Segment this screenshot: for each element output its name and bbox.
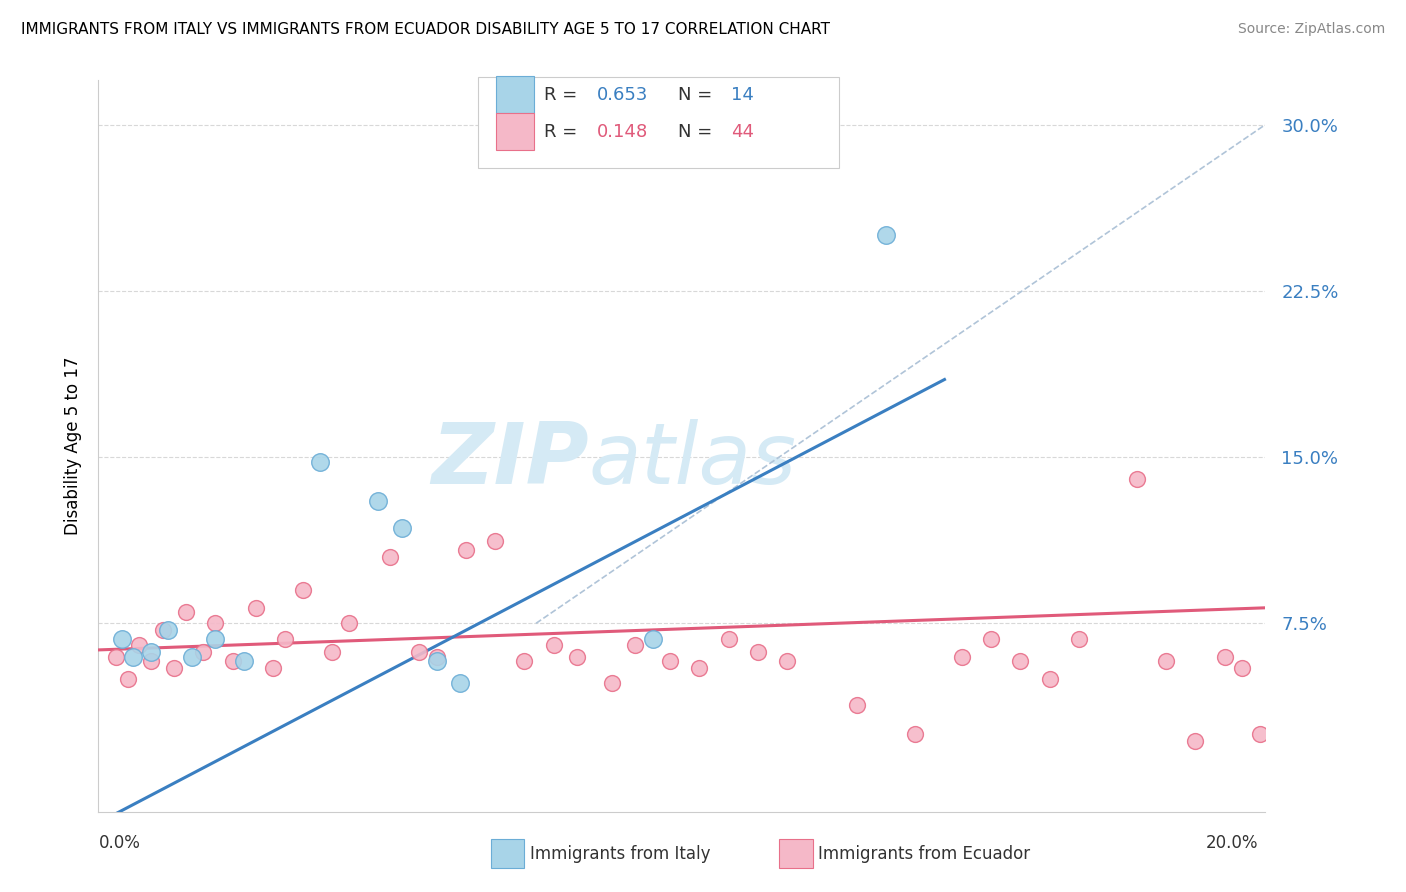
- Text: Immigrants from Italy: Immigrants from Italy: [530, 845, 710, 863]
- Text: ZIP: ZIP: [430, 419, 589, 502]
- Point: [122, 649, 145, 664]
- Point: [1184, 733, 1206, 747]
- Point: [600, 676, 623, 690]
- Point: [337, 616, 360, 631]
- Text: Source: ZipAtlas.com: Source: ZipAtlas.com: [1237, 22, 1385, 37]
- Text: atlas: atlas: [589, 419, 797, 502]
- Point: [128, 639, 150, 653]
- Point: [641, 632, 664, 646]
- Point: [291, 583, 314, 598]
- Point: [139, 645, 162, 659]
- Point: [180, 649, 202, 664]
- Point: [484, 534, 506, 549]
- Point: [245, 600, 267, 615]
- Point: [1230, 660, 1253, 674]
- Point: [904, 727, 927, 741]
- Point: [309, 454, 332, 468]
- Point: [717, 632, 740, 646]
- Text: 0.148: 0.148: [596, 123, 648, 141]
- Point: [111, 632, 134, 646]
- Point: [776, 654, 799, 668]
- Text: R =: R =: [544, 123, 583, 141]
- Point: [408, 645, 430, 659]
- Text: 0.0%: 0.0%: [98, 834, 141, 852]
- Point: [1249, 727, 1271, 741]
- Text: Immigrants from Ecuador: Immigrants from Ecuador: [818, 845, 1031, 863]
- Point: [747, 645, 769, 659]
- Point: [1038, 672, 1060, 686]
- Point: [104, 649, 127, 664]
- Text: 0.653: 0.653: [596, 86, 648, 103]
- Point: [659, 654, 682, 668]
- FancyBboxPatch shape: [496, 77, 534, 113]
- Point: [367, 494, 389, 508]
- Point: [1067, 632, 1090, 646]
- Y-axis label: Disability Age 5 to 17: Disability Age 5 to 17: [63, 357, 82, 535]
- Point: [321, 645, 343, 659]
- Point: [163, 660, 186, 674]
- Point: [117, 672, 139, 686]
- Point: [688, 660, 710, 674]
- Point: [1126, 472, 1149, 486]
- Point: [980, 632, 1002, 646]
- Point: [513, 654, 536, 668]
- Point: [391, 521, 413, 535]
- Point: [204, 616, 226, 631]
- Point: [1154, 654, 1177, 668]
- Text: 14: 14: [731, 86, 754, 103]
- Point: [174, 605, 197, 619]
- Point: [846, 698, 869, 713]
- Point: [950, 649, 973, 664]
- Point: [262, 660, 284, 674]
- Point: [1213, 649, 1236, 664]
- FancyBboxPatch shape: [478, 77, 839, 168]
- Text: R =: R =: [544, 86, 583, 103]
- Text: N =: N =: [679, 86, 718, 103]
- Point: [624, 639, 647, 653]
- Point: [233, 654, 256, 668]
- Point: [274, 632, 297, 646]
- Point: [193, 645, 215, 659]
- Text: N =: N =: [679, 123, 718, 141]
- Point: [426, 649, 449, 664]
- Text: 20.0%: 20.0%: [1206, 834, 1258, 852]
- FancyBboxPatch shape: [496, 113, 534, 150]
- Point: [454, 543, 477, 558]
- Point: [426, 654, 449, 668]
- Point: [204, 632, 226, 646]
- Point: [875, 228, 897, 243]
- Text: IMMIGRANTS FROM ITALY VS IMMIGRANTS FROM ECUADOR DISABILITY AGE 5 TO 17 CORRELAT: IMMIGRANTS FROM ITALY VS IMMIGRANTS FROM…: [21, 22, 830, 37]
- Point: [152, 623, 174, 637]
- Point: [221, 654, 243, 668]
- Point: [543, 639, 565, 653]
- Point: [565, 649, 588, 664]
- Point: [157, 623, 180, 637]
- Point: [380, 549, 402, 564]
- Point: [139, 654, 162, 668]
- Point: [449, 676, 471, 690]
- Point: [1010, 654, 1032, 668]
- Text: 44: 44: [731, 123, 754, 141]
